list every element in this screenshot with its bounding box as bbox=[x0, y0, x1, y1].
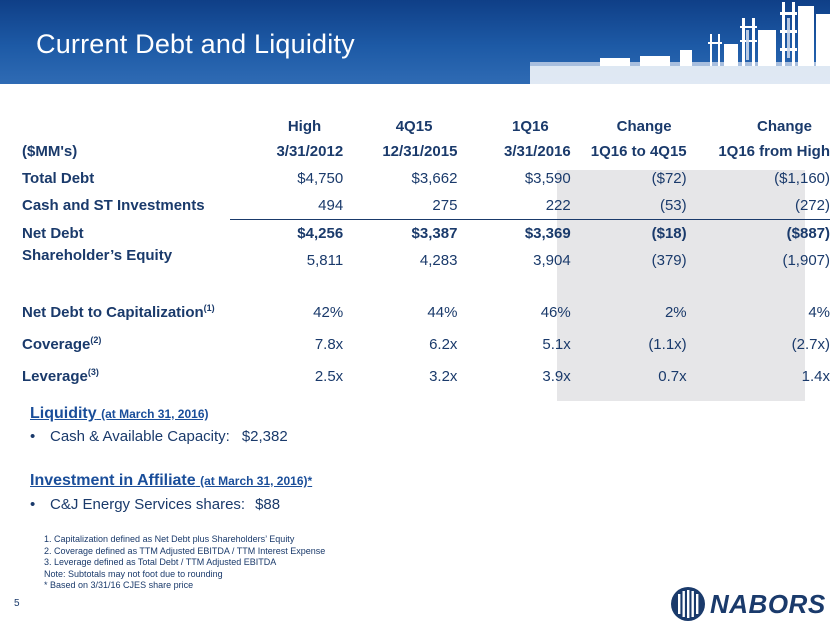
header-cell bbox=[16, 114, 230, 138]
investment-title-text: Investment in Affiliate bbox=[30, 472, 196, 489]
header-cell: 4Q15 bbox=[395, 117, 433, 135]
investment-bullet-label: C&J Energy Services shares: bbox=[50, 496, 246, 513]
table-cell: $4,256 bbox=[297, 225, 344, 242]
table-cell: ($18) bbox=[651, 225, 687, 242]
investment-title: Investment in Affiliate (at March 31, 20… bbox=[30, 472, 312, 490]
table-cell: 42% bbox=[313, 303, 344, 321]
row-label: Net Debt bbox=[22, 224, 84, 242]
table-cell: 46% bbox=[540, 303, 571, 321]
footnote: Note: Subtotals may not foot due to roun… bbox=[44, 568, 223, 579]
liquidity-title-note: (at March 31, 2016) bbox=[101, 407, 209, 421]
table-row: Total Debt $4,750 $3,662 $3,590 ($72) ($… bbox=[16, 165, 830, 192]
slide-title: Current Debt and Liquidity bbox=[36, 29, 355, 59]
row-label: Cash and ST Investments bbox=[22, 197, 205, 215]
table-cell: (379) bbox=[651, 252, 687, 269]
liquidity-title-text: Liquidity bbox=[30, 405, 97, 422]
table-row: Net Debt to Capitalization(1) 42% 44% 46… bbox=[16, 296, 830, 328]
footnote: 1. Capitalization defined as Net Debt pl… bbox=[44, 534, 295, 544]
table-cell: 3.2x bbox=[429, 367, 458, 385]
footnote-ref: (2) bbox=[90, 334, 102, 345]
header-cell: Change bbox=[616, 117, 672, 135]
table-cell: ($1,160) bbox=[774, 170, 830, 187]
investment-title-note: (at March 31, 2016)* bbox=[200, 474, 313, 488]
row-label-text: Coverage bbox=[22, 335, 91, 353]
table-cell: 3,904 bbox=[533, 252, 571, 269]
liquidity-title: Liquidity (at March 31, 2016) bbox=[30, 405, 209, 423]
table-cell: 2.5x bbox=[314, 367, 344, 385]
footnote-ref: (1) bbox=[203, 302, 215, 313]
table-cell: $3,662 bbox=[411, 170, 458, 187]
page-number: 5 bbox=[14, 598, 20, 609]
logo-wordmark: NABORS bbox=[710, 589, 826, 619]
table-cell: 44% bbox=[427, 303, 458, 321]
row-label: Total Debt bbox=[22, 170, 95, 187]
header-cell: 1Q16 to 4Q15 bbox=[590, 143, 687, 160]
table-cell: 7.8x bbox=[314, 335, 344, 353]
table-cell: 5,811 bbox=[306, 252, 344, 269]
table-cell: 494 bbox=[229, 192, 344, 220]
header-cell: 3/31/2016 bbox=[503, 143, 571, 160]
oil-rig-skyline-icon bbox=[530, 2, 830, 84]
table-cell: 275 bbox=[343, 192, 458, 220]
table-row: Leverage(3) 2.5x 3.2x 3.9x 0.7x 1.4x bbox=[16, 360, 830, 392]
row-label: Leverage(3) bbox=[16, 360, 230, 392]
table-cell: 4% bbox=[808, 303, 830, 321]
header-cell: 12/31/2015 bbox=[382, 143, 458, 160]
table-cell: $3,387 bbox=[411, 225, 458, 242]
table-cell: $3,369 bbox=[524, 225, 571, 242]
table-header-row: High 4Q15 1Q16 Change Change bbox=[16, 114, 830, 138]
header-cell: 1Q16 bbox=[512, 117, 549, 135]
footnote: 3. Leverage defined as Total Debt / TTM … bbox=[44, 557, 277, 567]
table-row: Coverage(2) 7.8x 6.2x 5.1x (1.1x) (2.7x) bbox=[16, 328, 830, 360]
table-cell: ($72) bbox=[651, 170, 687, 187]
table-row: Net Debt $4,256 $3,387 $3,369 ($18) ($88… bbox=[16, 220, 830, 248]
table-cell: (2.7x) bbox=[791, 335, 830, 353]
row-label-text: Leverage bbox=[22, 367, 88, 385]
table-cell: (272) bbox=[686, 192, 830, 220]
header-cell: High bbox=[287, 117, 322, 135]
table-cell: 6.2x bbox=[429, 335, 458, 353]
bullet-icon: • bbox=[30, 496, 36, 513]
footnote: 2. Coverage defined as TTM Adjusted EBIT… bbox=[44, 545, 326, 556]
table-row: Cash and ST Investments 494 275 222 (53)… bbox=[16, 192, 830, 220]
table-cell: 222 bbox=[457, 192, 571, 220]
table-cell: 0.7x bbox=[658, 367, 687, 385]
table-header-row: ($MM's) 3/31/2012 12/31/2015 3/31/2016 1… bbox=[16, 138, 830, 165]
footnote: * Based on 3/31/16 CJES share price bbox=[44, 580, 194, 590]
investment-bullet-value: $88 bbox=[255, 496, 281, 513]
table-cell: 3.9x bbox=[542, 367, 571, 385]
spacer-cell bbox=[16, 274, 830, 296]
debt-liquidity-table: High 4Q15 1Q16 Change Change ($MM's) 3/3… bbox=[16, 114, 830, 392]
table-cell: ($887) bbox=[786, 225, 830, 242]
table-row: Shareholder’s Equity 5,811 4,283 3,904 (… bbox=[16, 247, 830, 274]
table-cell: 1.4x bbox=[801, 367, 830, 385]
table-cell: 2% bbox=[664, 303, 687, 321]
liquidity-bullet: • Cash & Available Capacity: $2,382 bbox=[30, 428, 288, 445]
row-label: Coverage(2) bbox=[16, 328, 230, 360]
table-cell: $4,750 bbox=[297, 170, 344, 187]
table-spacer bbox=[16, 274, 830, 296]
table-cell: (53) bbox=[570, 192, 687, 220]
table-cell: (1.1x) bbox=[648, 335, 687, 353]
header-cell: ($MM's) bbox=[22, 143, 78, 160]
header-cell: 3/31/2012 bbox=[276, 143, 344, 160]
header-cell: 1Q16 from High bbox=[718, 143, 830, 160]
header-cell: Change bbox=[756, 117, 812, 135]
table-cell: (1,907) bbox=[782, 252, 830, 269]
footnote-ref: (3) bbox=[87, 366, 99, 377]
slide-header: Current Debt and Liquidity bbox=[0, 0, 830, 84]
table-cell: $3,590 bbox=[524, 170, 571, 187]
table-cell: 4,283 bbox=[419, 252, 458, 269]
bullet-icon: • bbox=[30, 428, 36, 445]
nabors-logo-mark-icon bbox=[671, 587, 705, 621]
footnotes: 1. Capitalization defined as Net Debt pl… bbox=[44, 534, 325, 592]
liquidity-bullet-label: Cash & Available Capacity: bbox=[50, 428, 230, 445]
liquidity-bullet-value: $2,382 bbox=[241, 428, 288, 445]
nabors-logo: NABORS bbox=[670, 584, 825, 624]
table-cell: 5.1x bbox=[542, 335, 571, 353]
investment-bullet: • C&J Energy Services shares: $88 bbox=[30, 496, 280, 513]
row-label: Shareholder’s Equity bbox=[22, 247, 173, 264]
row-label-text: Net Debt to Capitalization bbox=[22, 303, 204, 321]
row-label: Net Debt to Capitalization(1) bbox=[16, 296, 230, 328]
